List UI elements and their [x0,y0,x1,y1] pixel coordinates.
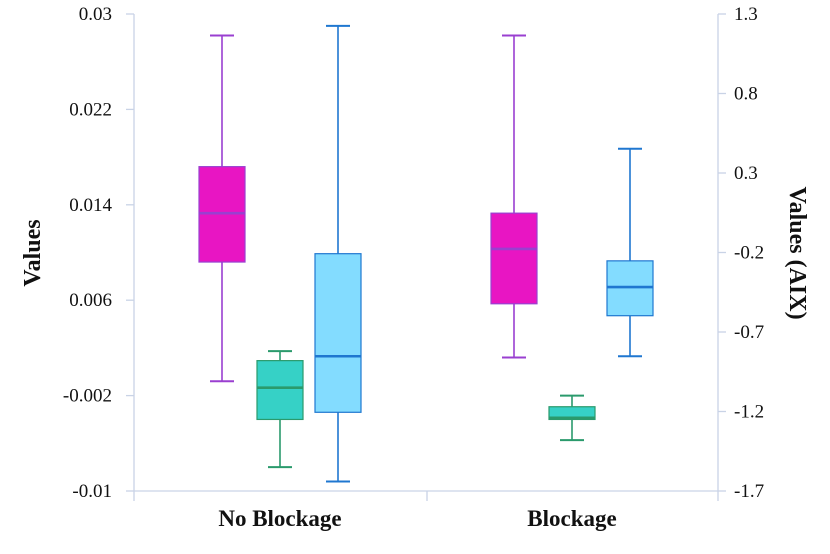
y-tick-label: 0.03 [79,4,112,25]
iqr-box [548,406,596,421]
box-plot-item [256,350,304,469]
x-category-label: Blockage [527,506,616,531]
y2-tick-label: 1.3 [734,4,758,25]
y2-tick-label: 0.3 [734,163,758,184]
y2-tick-label: -1.2 [734,402,764,423]
plot-area [198,24,654,483]
y2-tick-label: -0.2 [734,243,764,264]
y-tick-label: -0.002 [63,386,112,407]
box-plot-item [314,24,362,483]
x-category-label: No Blockage [218,506,341,531]
box-plot-item [490,34,538,359]
y2-axis-title: Values (AIX) [784,186,810,319]
y2-tick-label: -0.7 [734,322,764,343]
box-plot-item [606,147,654,358]
iqr-box [314,253,362,413]
y-tick-label: 0.022 [69,99,112,120]
y2-tick-label: 0.8 [734,84,758,105]
box-plot-item [198,34,246,383]
axes: 0.03 0.022 0.014 0.006 -0.002 -0.01 1.3 0.8 0.3 -… [63,4,764,531]
iqr-box [490,212,538,305]
y-tick-label: -0.01 [72,481,112,502]
y-tick-label: 0.006 [69,290,112,311]
iqr-box [256,360,304,421]
y-tick-label: 0.014 [69,195,112,216]
y2-tick-label: -1.7 [734,481,764,502]
y-axis-title: Values [20,219,46,286]
box-plot-item [548,394,596,442]
